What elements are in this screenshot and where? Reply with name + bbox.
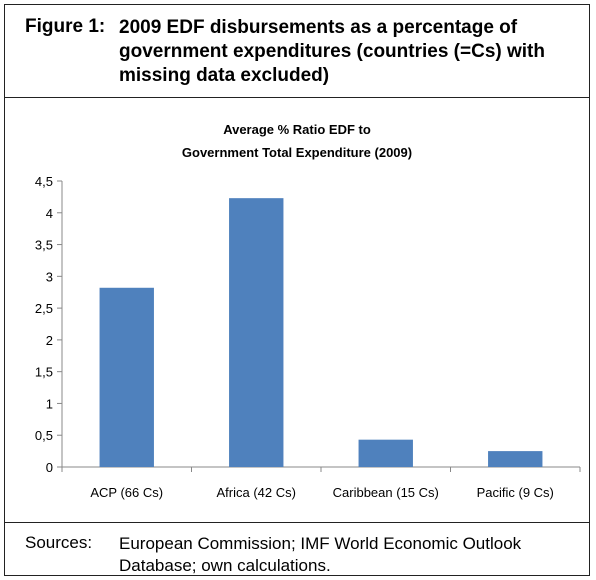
x-category-label: Africa (42 Cs)	[217, 485, 296, 500]
y-tick-label: 2,5	[35, 301, 53, 316]
sources-label: Sources:	[25, 533, 92, 553]
chart-area: Average % Ratio EDF to Government Total …	[5, 98, 589, 523]
sources-text: European Commission; IMF World Economic …	[119, 533, 559, 577]
x-category-label: Pacific (9 Cs)	[477, 485, 554, 500]
y-tick-label: 3	[46, 269, 53, 284]
figure-header: Figure 1: 2009 EDF disbursements as a pe…	[5, 5, 589, 98]
figure-label: Figure 1:	[25, 16, 105, 38]
sources-footer: Sources: European Commission; IMF World …	[5, 523, 589, 575]
chart-title-line-1: Average % Ratio EDF to	[223, 122, 371, 137]
y-tick-label: 4,5	[35, 174, 53, 189]
x-category-label: Caribbean (15 Cs)	[333, 485, 439, 500]
y-tick-label: 1,5	[35, 365, 53, 380]
bar	[229, 198, 283, 467]
y-tick-label: 3,5	[35, 238, 53, 253]
bar	[100, 288, 154, 467]
y-tick-label: 4	[46, 206, 53, 221]
y-tick-label: 0,5	[35, 428, 53, 443]
y-tick-label: 2	[46, 333, 53, 348]
chart-title-line-2: Government Total Expenditure (2009)	[182, 145, 412, 160]
y-tick-label: 0	[46, 460, 53, 475]
figure-frame: Figure 1: 2009 EDF disbursements as a pe…	[4, 4, 590, 576]
bar-chart: Average % Ratio EDF to Government Total …	[5, 98, 589, 523]
bar	[488, 451, 542, 467]
figure-title: 2009 EDF disbursements as a percentage o…	[119, 16, 559, 88]
bar	[359, 440, 413, 467]
x-category-label: ACP (66 Cs)	[90, 485, 163, 500]
y-tick-label: 1	[46, 396, 53, 411]
